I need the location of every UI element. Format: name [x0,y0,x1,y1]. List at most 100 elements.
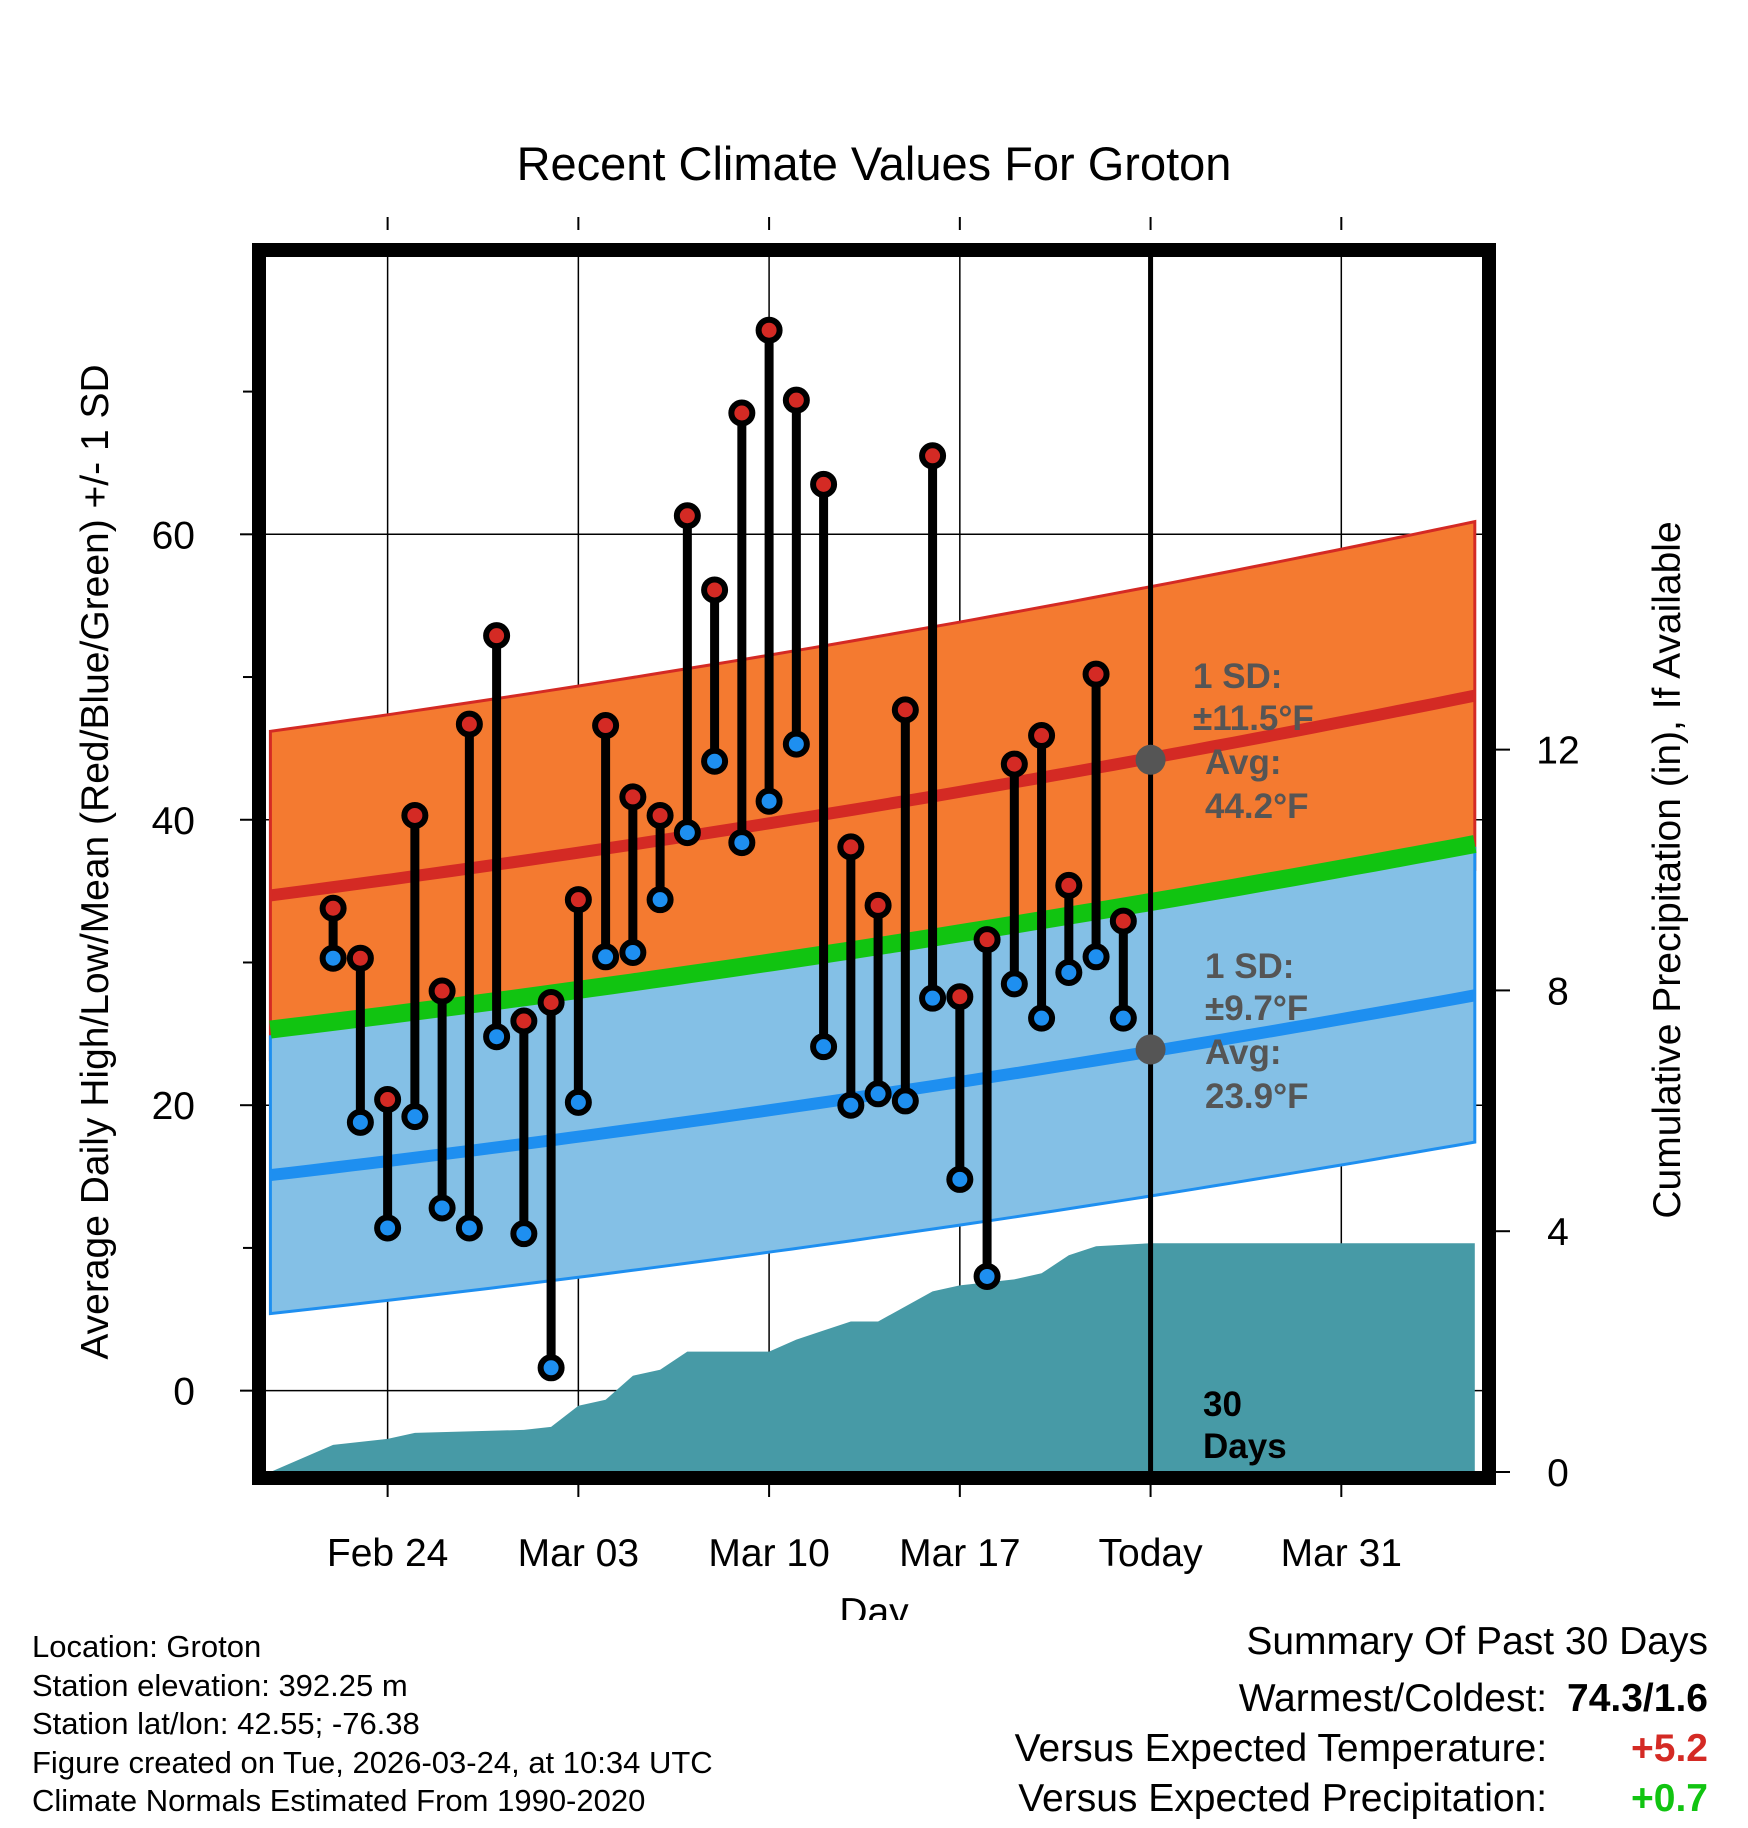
high-point-13 [673,502,701,530]
low-point-18 [810,1033,838,1061]
high-point-2 [374,1085,402,1113]
high-point-5 [455,710,483,738]
x-tick-label-21: Mar 17 [899,1532,1020,1575]
high-point-25 [1000,750,1028,778]
low-point-21 [891,1087,919,1115]
y-tick-label-60: 60 [152,514,195,557]
summary-row-precipitation: Versus Expected Precipitation: +0.7 [1015,1774,1708,1824]
axes: 0 20 40 60 0 4 8 12 Feb 24 Mar 03 Mar 10 Mar 17 Toda… [152,217,1580,1575]
low-point-9 [564,1088,592,1116]
warmest-coldest-label: Warmest/Coldest: [1238,1677,1548,1720]
x-tick-label-0: Feb 24 [327,1532,448,1575]
low-point-4 [428,1194,456,1222]
high-point-0 [319,894,347,922]
high-point-21 [891,696,919,724]
x-tick-label-35: Mar 31 [1281,1532,1402,1575]
y-tick-label-40: 40 [152,800,195,843]
high-point-10 [592,712,620,740]
x-tick-label-14: Mar 10 [708,1532,829,1575]
low-point-17 [782,730,810,758]
today-normal-low-dot [1135,1034,1166,1065]
y-tick-label-20: 20 [152,1085,195,1128]
daily-range-stems [328,330,1128,1368]
high-point-20 [864,891,892,919]
low-point-24 [973,1262,1001,1290]
low-point-3 [401,1103,429,1131]
low-point-20 [864,1080,892,1108]
high-point-15 [728,399,756,427]
low-point-15 [728,829,756,857]
low-point-6 [483,1023,511,1051]
low-point-8 [537,1354,565,1382]
low-point-14 [701,747,729,775]
low-point-10 [592,943,620,971]
high-point-22 [919,442,947,470]
chart-title: Recent Climate Values For Groton [517,137,1232,190]
low-avg-value: 23.9°F [1205,1077,1309,1116]
latlon-text: Station lat/lon: 42.55; -76.38 [32,1706,420,1741]
low-point-28 [1082,943,1110,971]
high-point-19 [837,833,865,861]
daily-markers [319,316,1166,1382]
high-point-14 [701,576,729,604]
low-point-29 [1109,1004,1137,1032]
low-point-13 [673,819,701,847]
high-point-6 [483,622,511,650]
y-tick-label-0: 0 [173,1371,195,1414]
high-point-12 [646,801,674,829]
high-point-7 [510,1007,538,1035]
low-point-2 [374,1214,402,1242]
high-point-1 [346,944,374,972]
high-avg-label: Avg: [1205,743,1281,782]
high-point-11 [619,783,647,811]
normals-text: Climate Normals Estimated From 1990-2020 [32,1783,646,1818]
y2-tick-label-12: 12 [1536,730,1579,773]
high-point-17 [782,386,810,414]
low-point-26 [1028,1004,1056,1032]
precip-anomaly-label: Versus Expected Precipitation: [1018,1777,1548,1820]
low-point-0 [319,944,347,972]
low-point-12 [646,886,674,914]
low-point-16 [755,787,783,815]
elevation-text: Station elevation: 392.25 m [32,1667,408,1703]
summary-row-temperature: Versus Expected Temperature: +5.2 [1015,1724,1708,1774]
low-avg-label: Avg: [1205,1033,1281,1072]
high-sd-value: ±11.5°F [1193,699,1314,738]
climate-chart: Recent Climate Values For Groton 1 SD:±1… [74,137,1689,1620]
low-point-11 [619,938,647,966]
low-point-22 [919,984,947,1012]
summary-title: Summary Of Past 30 Days [1246,1620,1708,1663]
y2-tick-label-0: 0 [1547,1452,1569,1495]
high-sd-label: 1 SD: [1193,657,1282,696]
high-point-3 [401,801,429,829]
precip-area [270,1243,1475,1472]
summary-row-extremes: Warmest/Coldest: 74.3/1.6 [1015,1674,1708,1724]
plot-frame [252,243,1496,1485]
station-info: Location: Groton Station elevation: 392.… [32,1628,713,1821]
temp-anomaly-value: +5.2 [1631,1727,1708,1770]
low-point-1 [346,1108,374,1136]
high-point-24 [973,926,1001,954]
high-point-18 [810,470,838,498]
low-sd-value: ±9.7°F [1205,989,1308,1028]
low-point-23 [946,1165,974,1193]
low-point-5 [455,1214,483,1242]
x-tick-label-28: Today [1099,1532,1204,1575]
y2-tick-label-4: 4 [1547,1211,1569,1254]
high-point-16 [755,316,783,344]
summary-panel: Summary Of Past 30 Days Warmest/Coldest:… [1015,1620,1708,1824]
x-axis-label: Day [839,1591,909,1620]
high-point-4 [428,977,456,1005]
warmest-coldest-value: 74.3/1.6 [1567,1677,1708,1720]
y2-tick-label-8: 8 [1547,970,1569,1013]
y2-axis-label: Cumulative Precipitation (in), If Availa… [1646,521,1689,1218]
high-point-26 [1028,722,1056,750]
precipitation-area [270,1243,1475,1472]
high-point-29 [1109,907,1137,935]
low-point-7 [510,1220,538,1248]
low-point-27 [1055,958,1083,986]
x-tick-label-7: Mar 03 [518,1532,639,1575]
days-count-word: Days [1203,1427,1287,1466]
temp-anomaly-label: Versus Expected Temperature: [1014,1727,1548,1770]
